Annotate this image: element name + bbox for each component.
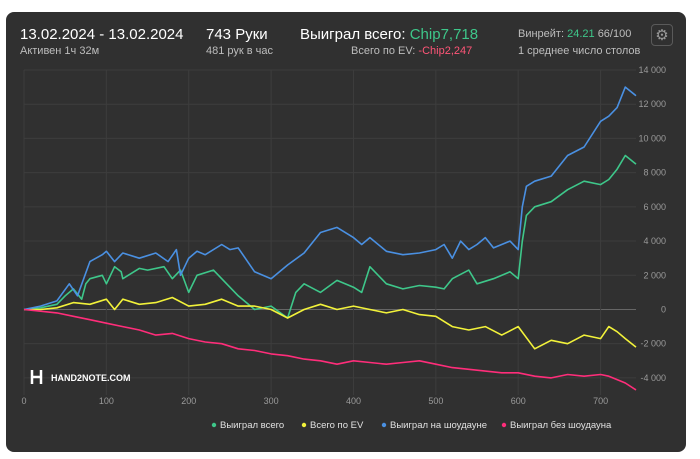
avg-tables: 1 среднее число столов — [518, 45, 641, 57]
series-line — [23, 86, 637, 311]
series-line — [24, 296, 637, 350]
won-total-value: Chip7,718 — [409, 26, 479, 43]
legend-marker — [381, 422, 387, 428]
profit-chart: 14 000 12 000 10 000 8 000 6 000 4 000 2 000 0 -… — [21, 65, 666, 431]
x-tick-label: 400 — [346, 396, 361, 406]
ev-total-label: Всего по EV: — [351, 45, 416, 57]
x-tick-label: 300 — [264, 396, 279, 406]
x-tick-label: 100 — [99, 396, 114, 406]
x-tick-label: 0 — [21, 396, 26, 406]
won-total-label: Выиграл всего: — [300, 26, 406, 43]
hands-per-hour: 481 рук в час — [206, 45, 274, 57]
y-tick-label: 10 000 — [638, 133, 666, 143]
y-tick-label: 2 000 — [643, 270, 666, 280]
y-axis-ticks: 14 000 12 000 10 000 8 000 6 000 4 000 2 000 0 -… — [638, 65, 666, 383]
series-line — [23, 308, 637, 391]
winrate: Винрейт: 24.21 66/100 — [518, 28, 631, 40]
winrate-value: 24.21 — [567, 28, 595, 40]
hands-count: 743 Руки — [206, 26, 268, 43]
series-line — [23, 154, 637, 319]
chart-grid — [23, 69, 636, 395]
x-tick-label: 700 — [593, 396, 608, 406]
won-total: Выиграл всего: Chip7,718 — [300, 26, 478, 43]
ev-total-value: -Chip2,247 — [418, 45, 473, 57]
y-tick-label: -4 000 — [640, 373, 666, 383]
y-tick-label: 14 000 — [638, 65, 666, 75]
legend-label: Всего по EV — [310, 420, 364, 431]
logo-text: HAND2NOTE.COM — [51, 373, 131, 383]
winrate-label: Винрейт: — [518, 28, 565, 40]
legend-label: Выиграл всего — [220, 420, 284, 431]
y-tick-label: 8 000 — [643, 168, 666, 178]
legend-marker — [501, 422, 507, 428]
chart-series — [23, 86, 637, 391]
x-axis-ticks: 0 100 200 300 400 500 600 700 — [21, 396, 608, 406]
y-tick-label: 0 — [661, 304, 666, 314]
legend-label: Выиграл без шоудауна — [510, 420, 612, 431]
y-tick-label: 12 000 — [638, 99, 666, 109]
y-tick-label: 6 000 — [643, 202, 666, 212]
chart-legend: Выиграл всего Всего по EV Выиграл на шоуда… — [211, 420, 612, 431]
x-tick-label: 500 — [428, 396, 443, 406]
x-tick-label: 200 — [181, 396, 196, 406]
winrate-hands: 66/100 — [597, 28, 632, 40]
x-tick-label: 600 — [511, 396, 526, 406]
ev-total: Всего по EV: -Chip2,247 — [351, 45, 472, 57]
legend-marker — [211, 422, 217, 428]
y-tick-label: -2 000 — [640, 339, 666, 349]
settings-gear-icon[interactable]: ⚙ — [651, 24, 673, 46]
hand2note-logo: HAND2NOTE.COM — [30, 370, 131, 384]
legend-label: Выиграл на шоудауне — [390, 420, 487, 431]
y-tick-label: 4 000 — [643, 236, 666, 246]
legend-marker — [301, 422, 307, 428]
logo-h-glyph — [30, 370, 43, 384]
active-time: Активен 1ч 32м — [20, 45, 100, 57]
stats-panel: 14 000 12 000 10 000 8 000 6 000 4 000 2 000 0 -… — [6, 12, 686, 452]
date-range: 13.02.2024 - 13.02.2024 — [20, 26, 184, 43]
